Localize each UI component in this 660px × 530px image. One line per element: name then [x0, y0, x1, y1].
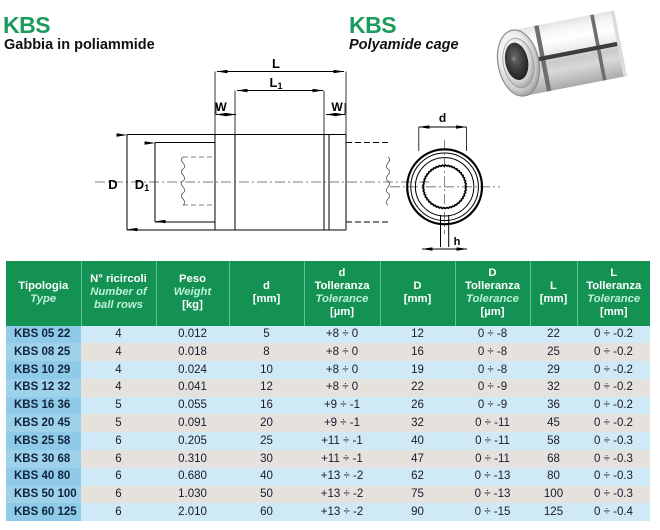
svg-text:W: W [331, 100, 343, 114]
svg-text:D1: D1 [135, 177, 149, 193]
svg-text:W: W [215, 100, 227, 114]
svg-text:L1: L1 [270, 75, 283, 91]
svg-text:D: D [108, 177, 117, 192]
svg-text:h: h [454, 236, 461, 248]
svg-text:L: L [272, 56, 280, 71]
svg-text:d: d [439, 111, 446, 125]
